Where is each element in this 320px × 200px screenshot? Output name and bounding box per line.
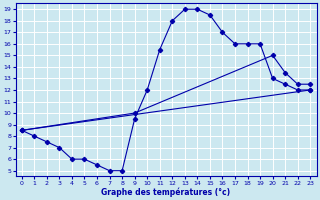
X-axis label: Graphe des températures (°c): Graphe des températures (°c) <box>101 187 231 197</box>
